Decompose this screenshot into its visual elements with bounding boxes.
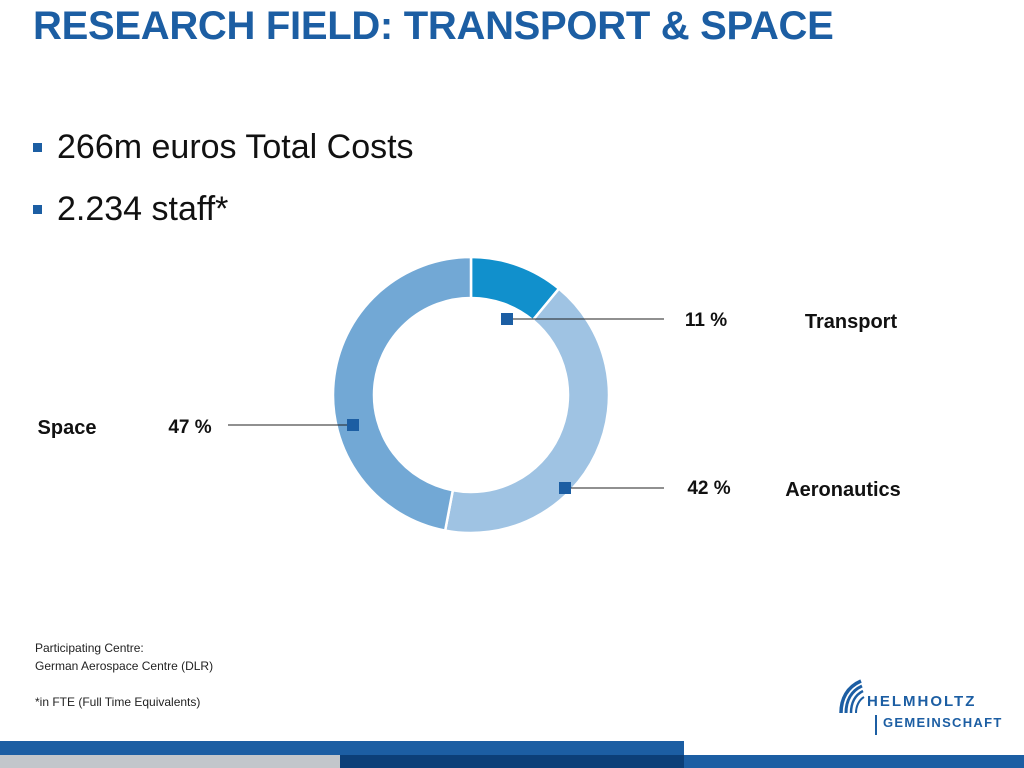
slice-marker-space [347,419,359,431]
bullet-square-icon [33,143,42,152]
page-title: RESEARCH FIELD: TRANSPORT & SPACE [33,4,834,48]
footer-bar-top [0,741,684,755]
footnote-centre-name: German Aerospace Centre (DLR) [35,659,214,673]
helmholtz-emblem-icon [839,679,865,714]
logo-divider [875,715,877,735]
helmholtz-logo: HELMHOLTZ GEMEINSCHAFT [835,675,1005,741]
category-label-transport: Transport [805,311,898,333]
data-label-aeronautics: 42 % [687,478,730,499]
bullet-square-icon [33,205,42,214]
donut-slice-space [331,255,473,533]
category-label-aeronautics: Aeronautics [785,479,901,501]
footnote-centre-label: Participating Centre: [35,641,144,655]
bullet-text: 266m euros Total Costs [57,128,414,166]
logo-word-gemeinschaft: GEMEINSCHAFT [883,715,1003,730]
logo-word-helmholtz: HELMHOLTZ [867,693,977,710]
slice-marker-transport [501,313,513,325]
data-label-transport: 11 % [685,310,727,331]
footer-bar-blue [684,755,1024,768]
bullet-staff: 2.234 staff* [33,190,228,229]
data-label-space: 47 % [168,417,211,438]
footnote-fte: *in FTE (Full Time Equivalents) [35,695,201,709]
donut-slice-aeronautics [443,286,611,535]
category-label-space: Space [38,417,97,439]
bullet-text: 2.234 staff* [57,190,229,228]
footer-bar-dark [340,755,684,768]
footer-bar-grey [0,755,340,768]
slice-marker-aeronautics [559,482,571,494]
bullet-total-costs: 266m euros Total Costs [33,128,414,167]
